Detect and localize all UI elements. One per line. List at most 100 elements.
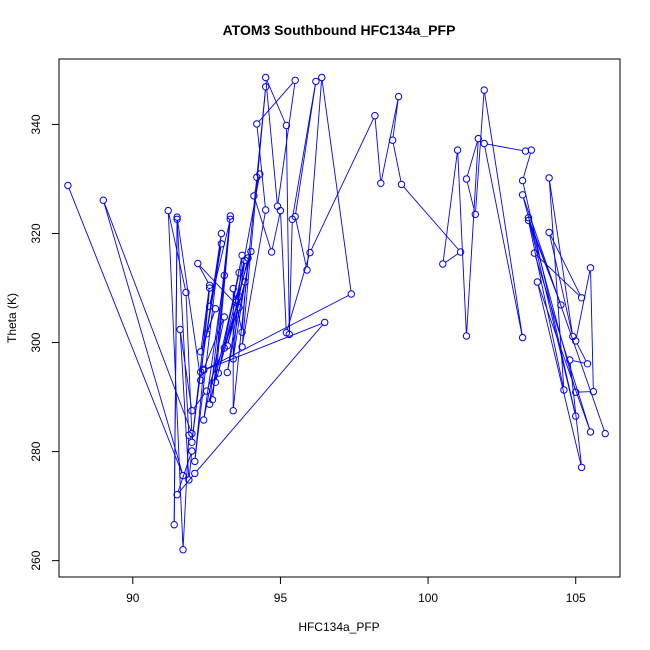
series-line-segment xyxy=(442,153,458,261)
series-line-segment xyxy=(572,360,585,364)
data-point xyxy=(185,431,193,439)
data-point xyxy=(229,407,237,415)
series-line-segment xyxy=(179,332,190,477)
y-tick-label: 320 xyxy=(29,223,43,243)
data-point xyxy=(185,476,193,484)
series-line-segment xyxy=(550,235,581,296)
data-point xyxy=(220,271,229,280)
data-point xyxy=(577,463,586,472)
data-point xyxy=(197,348,205,356)
data-point xyxy=(474,134,482,143)
series-line-segment xyxy=(266,80,286,123)
y-axis: 260 280 300 320 340 xyxy=(29,114,60,571)
data-point xyxy=(262,206,270,214)
data-point xyxy=(267,248,276,256)
data-point xyxy=(188,447,196,455)
series-line-segment xyxy=(68,188,183,473)
data-point xyxy=(223,368,232,377)
data-point xyxy=(456,248,465,256)
series-line-segment xyxy=(445,253,459,263)
data-point xyxy=(572,337,580,345)
series-line-segment xyxy=(466,141,478,176)
series-line-segment xyxy=(206,323,322,370)
data-point xyxy=(282,329,291,337)
series-line-segment xyxy=(103,203,183,473)
data-point xyxy=(176,325,184,334)
series-line-segment xyxy=(548,181,565,387)
data-point xyxy=(601,429,609,438)
data-point xyxy=(572,412,580,420)
y-tick-label: 300 xyxy=(29,332,43,352)
data-point xyxy=(241,256,249,264)
data-point xyxy=(191,457,199,466)
data-point xyxy=(262,83,270,91)
series-line-segment xyxy=(487,143,523,152)
series-line-segment xyxy=(207,311,215,331)
data-point xyxy=(453,146,462,154)
data-point xyxy=(170,521,178,529)
data-point xyxy=(545,174,553,182)
x-tick-label: 100 xyxy=(418,591,438,605)
series-line-segment xyxy=(198,266,209,283)
data-point xyxy=(545,228,553,237)
data-point xyxy=(205,284,214,292)
series-line-segment xyxy=(306,80,322,267)
series-line-segment xyxy=(209,247,222,304)
data-point xyxy=(560,386,568,394)
series-line-segment xyxy=(457,153,467,333)
data-point xyxy=(205,302,214,311)
series-line-segment xyxy=(241,90,266,344)
x-axis: 90 95 100 105 xyxy=(126,576,586,605)
series-line-segment xyxy=(310,118,374,250)
series-line-segment xyxy=(590,271,594,389)
x-tick-label: 95 xyxy=(274,591,288,605)
series-line-segment xyxy=(227,254,251,370)
data-point xyxy=(577,294,586,302)
data-point xyxy=(566,356,574,364)
series-line-segment xyxy=(209,219,231,401)
series-line-segment xyxy=(523,197,605,431)
series-line-segment xyxy=(549,235,573,334)
data-point xyxy=(182,288,190,297)
data-point xyxy=(179,471,187,480)
data-point xyxy=(377,179,385,188)
series-line-segment xyxy=(203,320,225,417)
data-point xyxy=(276,206,285,215)
data-point xyxy=(226,212,235,220)
series-line-segment xyxy=(321,80,352,291)
series-line-segment xyxy=(271,213,281,249)
series-line-segment xyxy=(242,213,266,344)
series-line-segment xyxy=(537,285,582,465)
data-point xyxy=(99,196,108,204)
data-point xyxy=(205,281,214,289)
series-line-segment xyxy=(199,265,238,306)
data-point xyxy=(179,546,187,554)
series-line-segment xyxy=(576,343,587,362)
series-line-segment xyxy=(392,143,402,182)
y-axis-label: Theta (K) xyxy=(5,293,19,343)
data-point xyxy=(524,216,533,225)
series-line-segment xyxy=(392,99,399,138)
series-line-segment xyxy=(200,288,210,349)
series-line-segment xyxy=(374,118,381,181)
data-point xyxy=(527,146,536,154)
series-line-segment xyxy=(295,84,316,214)
data-point xyxy=(202,330,211,338)
data-point xyxy=(306,248,314,257)
data-point xyxy=(321,318,329,327)
series-line-segment xyxy=(196,324,323,472)
data-point xyxy=(572,388,580,396)
data-point xyxy=(282,121,291,130)
data-point xyxy=(397,180,406,189)
x-tick-label: 90 xyxy=(126,591,140,605)
data-point xyxy=(291,212,299,221)
series-line-segment xyxy=(466,182,475,212)
data-point xyxy=(229,355,237,363)
x-axis-label: HFC134a_PFP xyxy=(298,620,379,634)
data-point xyxy=(173,491,181,499)
data-point xyxy=(262,73,270,82)
data-series xyxy=(64,73,609,554)
series-line-segment xyxy=(177,220,201,377)
data-point xyxy=(589,387,598,396)
